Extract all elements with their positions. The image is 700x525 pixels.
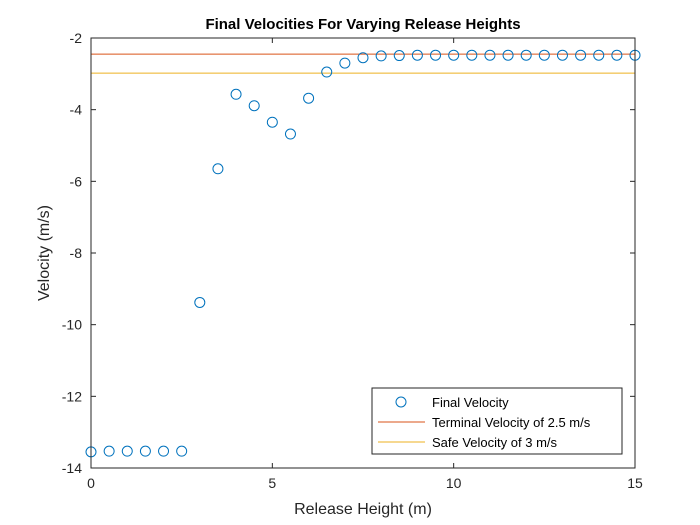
y-tick-label: -6 [70,173,83,189]
legend-marker [395,396,407,408]
data-point [158,445,170,457]
x-tick-label: 0 [87,475,95,491]
data-point [538,49,550,61]
x-axis-label: Release Height (m) [294,501,432,518]
data-point [575,49,587,61]
y-tick-label: -8 [70,245,83,261]
legend-label: Safe Velocity of 3 m/s [432,435,558,450]
data-point [176,445,188,457]
data-point [430,49,442,61]
data-point [611,49,623,61]
x-tick-label: 5 [268,475,276,491]
data-point [466,49,478,61]
data-point [121,445,133,457]
data-point [593,49,605,61]
data-point [266,116,278,128]
data-point [339,57,351,69]
data-point [375,50,387,62]
data-point [411,49,423,61]
legend-label: Terminal Velocity of 2.5 m/s [432,415,591,430]
y-tick-label: -12 [62,388,82,404]
data-point [303,92,315,104]
data-point [520,49,532,61]
data-point [502,49,514,61]
x-tick-label: 15 [627,475,643,491]
data-point [139,445,151,457]
y-tick-label: -2 [70,30,83,46]
x-tick-label: 10 [446,475,462,491]
data-point [448,49,460,61]
y-tick-label: -4 [70,102,83,118]
legend-label: Final Velocity [432,395,509,410]
data-point [284,128,296,140]
data-point [321,66,333,78]
chart-title: Final Velocities For Varying Release Hei… [205,16,520,33]
data-point [393,50,405,62]
y-tick-label: -14 [62,460,82,476]
y-axis-label: Velocity (m/s) [36,205,53,301]
data-point [212,163,224,175]
plot-frame [90,37,636,469]
data-point [230,88,242,100]
data-point [103,445,115,457]
data-point [556,49,568,61]
axis-ticks: 0 5 10 15 -14 -12 -10 -8 -6 -4 -2 [62,30,643,491]
data-point [248,100,260,112]
legend: Final Velocity Terminal Velocity of 2.5 m… [371,387,623,455]
data-point [484,49,496,61]
data-point [357,52,369,64]
data-point [194,296,206,308]
legend-box [371,387,623,455]
y-tick-label: -10 [62,317,82,333]
